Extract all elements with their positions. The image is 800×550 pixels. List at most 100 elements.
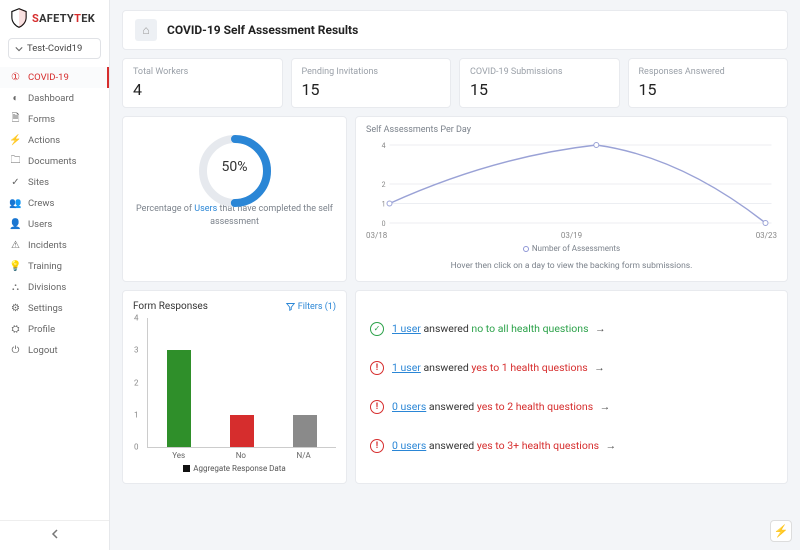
sidebar-item-label: Documents <box>28 156 77 167</box>
person-icon: ⛭ <box>10 324 21 335</box>
stat-label: Pending Invitations <box>302 67 441 77</box>
sidebar-item-label: Settings <box>28 303 63 314</box>
user-icon: 👤 <box>10 219 21 230</box>
sidebar-item-label: Actions <box>28 135 60 146</box>
stat-value: 15 <box>302 80 441 99</box>
bar[interactable] <box>167 350 191 448</box>
bar-chart-title: Form Responses <box>133 301 208 312</box>
sidebar-item-sites[interactable]: ✓ Sites <box>0 172 109 193</box>
sidebar-item-settings[interactable]: ⚙ Settings <box>0 298 109 319</box>
sidebar-item-label: Incidents <box>28 240 67 251</box>
response-row: ✓1 user answered no to all health questi… <box>370 316 773 342</box>
main: ⌂ COVID-19 Self Assessment Results Total… <box>110 0 800 550</box>
stat-card: Pending Invitations 15 <box>291 58 452 108</box>
chevron-down-icon <box>15 45 23 53</box>
sidebar-item-label: Sites <box>28 177 49 188</box>
sidebar-item-label: Users <box>28 219 52 230</box>
power-icon: ⏻ <box>10 345 21 356</box>
line-chart[interactable]: 0 1 2 4 <box>366 139 777 229</box>
stat-label: Responses Answered <box>639 67 778 77</box>
sidebar-item-label: Divisions <box>28 282 66 293</box>
warn-icon: ⚠ <box>10 240 21 251</box>
bulb-icon: 💡 <box>10 261 21 272</box>
arrow-right-icon[interactable]: → <box>593 322 606 335</box>
sidebar-item-users[interactable]: 👤 Users <box>0 214 109 235</box>
sidebar-item-dashboard[interactable]: ◐Dashboard <box>0 88 109 109</box>
gauge-icon: ◐ <box>10 93 21 104</box>
brand-name: SAFETYTEK <box>32 12 95 25</box>
response-highlight: yes to 2 health questions <box>477 400 593 413</box>
sidebar-item-profile[interactable]: ⛭ Profile <box>0 319 109 340</box>
alert-circle-icon: ! <box>370 400 384 414</box>
sidebar-item-incidents[interactable]: ⚠ Incidents <box>0 235 109 256</box>
bar-chart-legend: Aggregate Response Data <box>133 464 336 473</box>
nav: ①COVID-19◐Dashboard 🗎 Forms ⚡ Actions 🗀 Docume… <box>0 67 109 520</box>
user-count-link[interactable]: 0 users <box>392 439 426 452</box>
stat-value: 4 <box>133 80 272 99</box>
stat-value: 15 <box>470 80 609 99</box>
folder-icon: 🗀 <box>10 156 21 167</box>
filter-icon <box>286 302 295 311</box>
filters-button[interactable]: Filters (1) <box>286 302 336 312</box>
cog-icon: ⚙ <box>10 303 21 314</box>
sidebar-item-crews[interactable]: 👥 Crews <box>0 193 109 214</box>
sidebar-item-label: Forms <box>28 114 55 125</box>
bolt-icon: ⚡ <box>10 135 21 146</box>
sidebar-item-documents[interactable]: 🗀 Documents <box>0 151 109 172</box>
line-chart-title: Self Assessments Per Day <box>366 125 777 135</box>
alert-circle-icon: ! <box>370 361 384 375</box>
doc-icon: 🗎 <box>10 114 21 125</box>
sidebar-item-forms[interactable]: 🗎 Forms <box>0 109 109 130</box>
line-chart-legend: Number of Assessments <box>366 244 777 253</box>
brand-logo: SAFETYTEK <box>0 0 109 34</box>
user-count-link[interactable]: 1 user <box>392 322 421 335</box>
arrow-right-icon[interactable]: → <box>603 439 616 452</box>
tree-icon: ⛬ <box>10 282 21 293</box>
user-count-link[interactable]: 0 users <box>392 400 426 413</box>
stats-row: Total Workers4Pending Invitations15COVID… <box>122 58 788 108</box>
bar-chart-card: Form Responses Filters (1) 01234 YesNoN/… <box>122 290 347 484</box>
svg-text:1: 1 <box>382 201 386 209</box>
bar-chart: 01234 <box>147 318 336 448</box>
response-row: !0 users answered yes to 2 health questi… <box>370 394 773 420</box>
stat-label: Total Workers <box>133 67 272 77</box>
check-icon: ✓ <box>10 177 21 188</box>
project-selector-label: Test-Covid19 <box>27 43 82 54</box>
sidebar-item-logout[interactable]: ⏻ Logout <box>0 340 109 361</box>
help-fab[interactable]: ⚡ <box>770 520 792 542</box>
line-chart-xaxis: 03/1803/1903/23 <box>366 231 777 240</box>
sidebar-item-label: Crews <box>28 198 54 209</box>
stat-card: COVID-19 Submissions 15 <box>459 58 620 108</box>
svg-text:2: 2 <box>382 181 386 189</box>
arrow-right-icon[interactable]: → <box>597 400 610 413</box>
sidebar-item-label: Training <box>28 261 62 272</box>
sidebar-item-training[interactable]: 💡 Training <box>0 256 109 277</box>
svg-text:4: 4 <box>382 142 386 150</box>
response-highlight: no to all health questions <box>471 322 588 335</box>
stat-label: COVID-19 Submissions <box>470 67 609 77</box>
svg-text:0: 0 <box>382 220 386 228</box>
response-highlight: yes to 3+ health questions <box>477 439 599 452</box>
response-row: !0 users answered yes to 3+ health quest… <box>370 433 773 459</box>
bar[interactable] <box>293 415 317 448</box>
people-icon: 👥 <box>10 198 21 209</box>
user-count-link[interactable]: 1 user <box>392 361 421 374</box>
home-icon: ⌂ <box>135 19 157 41</box>
gauge-card: 50% Percentage of Users that have comple… <box>122 116 347 282</box>
page-header: ⌂ COVID-19 Self Assessment Results <box>122 10 788 50</box>
sidebar-item-label: Profile <box>28 324 55 335</box>
project-selector[interactable]: Test-Covid19 <box>8 38 101 59</box>
stat-value: 15 <box>639 80 778 99</box>
sidebar-item-label: COVID-19 <box>28 72 69 83</box>
stat-card: Total Workers 4 <box>122 58 283 108</box>
arrow-right-icon[interactable]: → <box>592 361 605 374</box>
stat-card: Responses Answered 15 <box>628 58 789 108</box>
sidebar-item-actions[interactable]: ⚡ Actions <box>0 130 109 151</box>
sidebar-item-divisions[interactable]: ⛬ Divisions <box>0 277 109 298</box>
bar[interactable] <box>230 415 254 448</box>
line-chart-hint: Hover then click on a day to view the ba… <box>366 261 777 271</box>
sidebar-collapse[interactable] <box>0 520 109 550</box>
sidebar-item-covid[interactable]: ①COVID-19 <box>0 67 109 88</box>
sidebar-item-label: Logout <box>28 345 58 356</box>
responses-card: ✓1 user answered no to all health questi… <box>355 290 788 484</box>
